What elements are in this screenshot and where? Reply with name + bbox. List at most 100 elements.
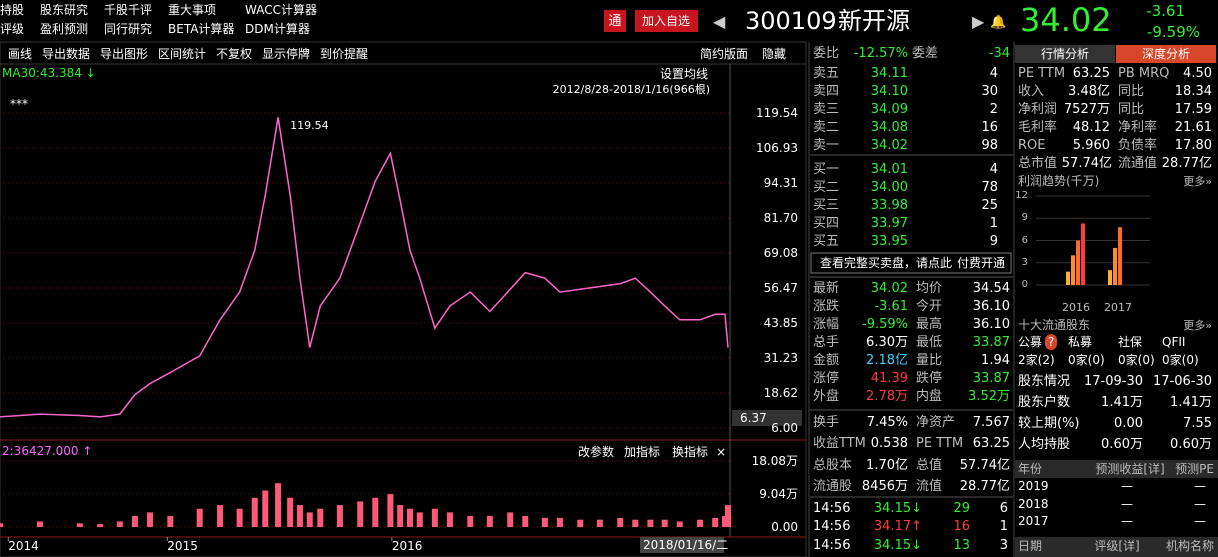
prev-arrow[interactable]: ◀ — [713, 12, 726, 31]
label: 7.55 — [1183, 416, 1212, 432]
change: -3.61 — [1146, 1, 1185, 20]
label: 换手 — [813, 414, 840, 430]
volume: 4 — [989, 65, 998, 81]
volume-bar — [632, 519, 639, 527]
volume-bar — [661, 519, 668, 527]
next-arrow[interactable]: ▶ — [972, 12, 985, 31]
label: 流通值 — [1118, 155, 1158, 171]
volume-bar — [336, 505, 343, 527]
x-tick-label: 2014 — [8, 539, 39, 553]
add-button: 加入自选 — [641, 14, 691, 28]
volume-bar — [296, 505, 303, 527]
change-pct: -9.59% — [1146, 22, 1200, 41]
label: — — [1194, 479, 1206, 493]
y-tick-label: 18.62 — [763, 385, 798, 400]
volume-label: 2:36427.000 ↑ — [2, 444, 93, 458]
label: 最高 — [916, 316, 943, 332]
volume-bar — [287, 497, 294, 527]
tool-button: 到价提醒 — [320, 47, 369, 61]
price: 34.02 — [870, 138, 908, 154]
level: 买二 — [813, 179, 840, 195]
label: 2.78万 — [866, 388, 908, 404]
price: 34.09 — [870, 101, 908, 117]
label: 委比 — [813, 45, 840, 61]
tool-button: 区间统计 — [158, 47, 207, 61]
label: 涨停 — [813, 370, 840, 386]
ma-label: MA30:43.384 ↓ — [2, 66, 96, 80]
volume-bar — [467, 516, 474, 527]
label: 总市值 — [1018, 155, 1058, 171]
y-tick-label: 81.70 — [763, 210, 798, 225]
tab-bg[interactable] — [1015, 45, 1115, 63]
label: 私募 — [1068, 335, 1093, 349]
label: 2家(2) — [1018, 353, 1055, 367]
notice-link: 付费开通 — [957, 256, 1006, 270]
label: 利润趋势(千万) — [1018, 174, 1100, 188]
y-tick-label: 106.93 — [756, 140, 798, 155]
volume: 25 — [981, 197, 998, 213]
label: 公募 — [1018, 335, 1043, 349]
label: 41.39 — [870, 370, 908, 386]
label: 内盘 — [916, 388, 943, 404]
level: 卖五 — [813, 65, 840, 81]
label: — — [1121, 496, 1133, 511]
label: 同比 — [1118, 101, 1145, 117]
label: 2019 — [1018, 479, 1049, 493]
volume-bar — [397, 505, 404, 527]
label: — — [1121, 514, 1133, 528]
menu-item: 评级 — [0, 22, 25, 36]
label: 社保 — [1118, 335, 1143, 349]
label: 股东情况 — [1018, 373, 1071, 389]
label: 净资产 — [916, 414, 956, 430]
y-tick-label: 12 — [1015, 190, 1028, 201]
label: 17.80 — [1174, 137, 1212, 153]
notice-box[interactable] — [810, 252, 1012, 274]
volume-bar — [721, 516, 728, 527]
label: 3.52万 — [968, 388, 1010, 404]
label: 0.00 — [1114, 416, 1143, 432]
label: 34.02 — [870, 280, 908, 296]
label: 金额 — [813, 352, 840, 368]
volume: 78 — [981, 179, 998, 195]
tab-bg-active[interactable] — [1116, 45, 1216, 63]
tool-button: 导出数据 — [42, 47, 91, 61]
label: 同比 — [1118, 83, 1145, 99]
label: PE TTM — [916, 436, 964, 451]
label: 36.10 — [972, 316, 1010, 332]
volume-bar — [712, 517, 719, 527]
button-bg[interactable] — [635, 10, 698, 32]
label: — — [1194, 496, 1206, 511]
label: 14:56 — [813, 500, 851, 516]
label: 34.54 — [972, 280, 1010, 296]
y-tick-label: 0 — [1021, 279, 1028, 290]
menu-item: 盈利预测 — [40, 22, 89, 36]
volume-bar — [196, 508, 203, 527]
label: 17.59 — [1174, 101, 1212, 117]
tool-button: 显示停牌 — [262, 47, 311, 61]
price: 34.02 — [1020, 1, 1112, 39]
profit-bar — [1076, 240, 1080, 285]
alert-icon[interactable]: 🔔 — [990, 14, 1006, 30]
label: 1.70亿 — [866, 457, 908, 473]
label: 净利润 — [1018, 101, 1058, 117]
volume-bar — [306, 512, 313, 527]
label: 7527万 — [1063, 101, 1110, 117]
profit-bar — [1118, 227, 1122, 285]
label: 负债率 — [1118, 137, 1158, 153]
volume-bar — [36, 521, 43, 527]
menu-item: BETA计算器 — [168, 22, 235, 36]
label: 48.12 — [1072, 119, 1110, 135]
y-tick-label: 9 — [1021, 212, 1028, 224]
volume-bar — [317, 508, 324, 527]
label: 今开 — [916, 298, 943, 314]
label: 预测收益[详] — [1095, 462, 1165, 476]
label: 34.15↓ — [873, 500, 922, 516]
label: 0.538 — [870, 436, 908, 451]
volume-bar — [217, 505, 224, 527]
label: 1.94 — [981, 352, 1010, 368]
chart-frame — [0, 41, 807, 557]
volume-bar — [0, 523, 3, 527]
tool-button: 画线 — [8, 47, 33, 61]
label: 18.34 — [1174, 83, 1212, 99]
